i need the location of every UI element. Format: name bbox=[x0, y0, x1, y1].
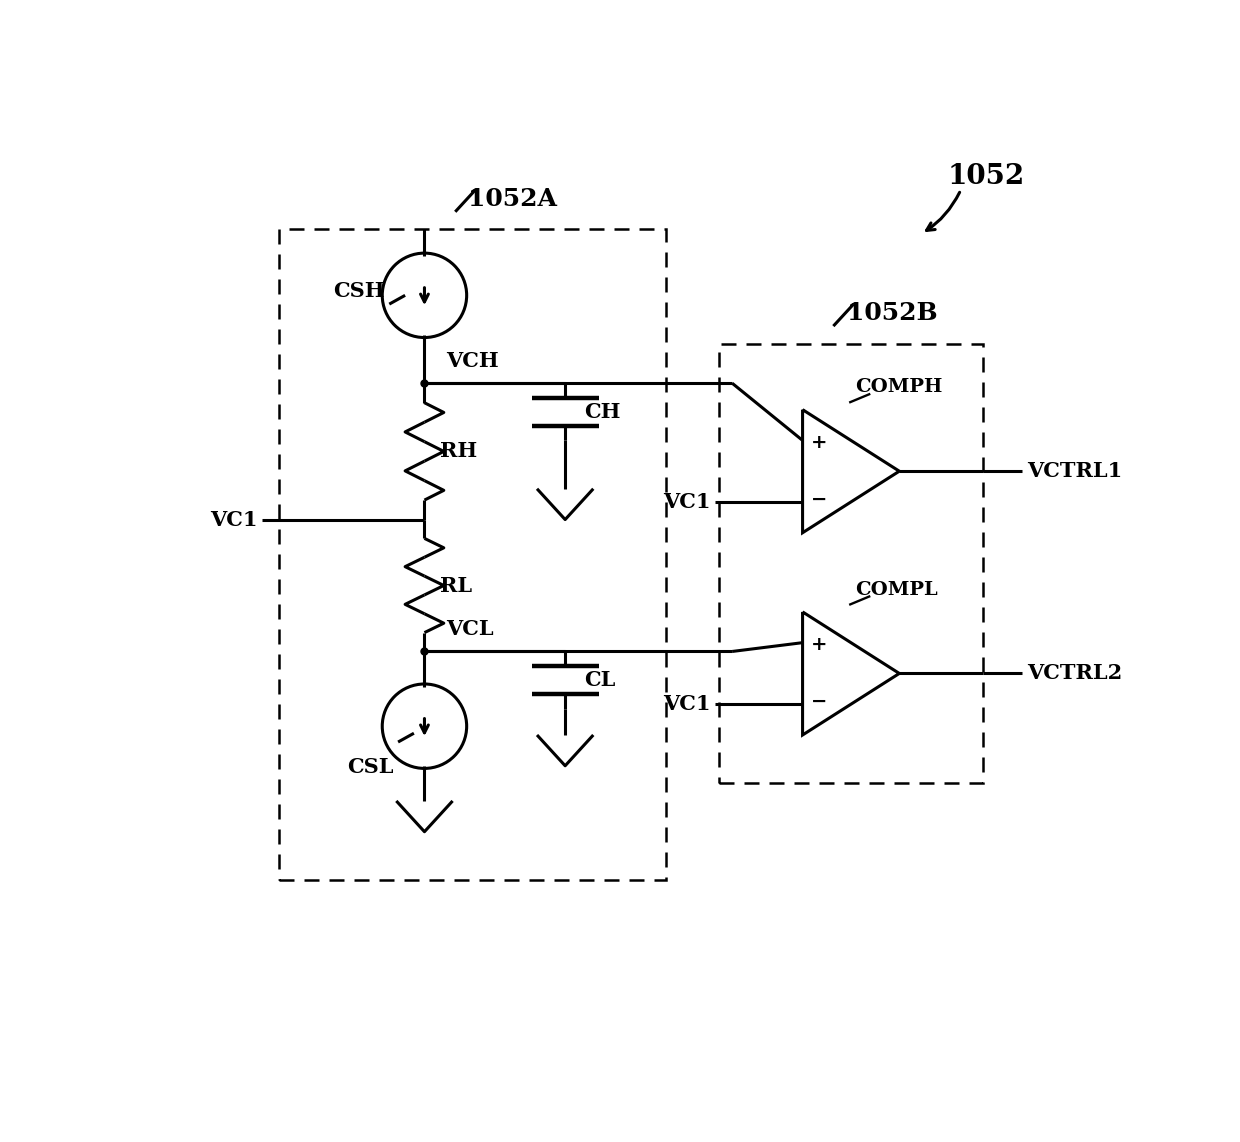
Text: CSL: CSL bbox=[347, 757, 393, 777]
Text: VC1: VC1 bbox=[210, 509, 258, 530]
Text: VCTRL1: VCTRL1 bbox=[1027, 461, 1122, 481]
Text: RL: RL bbox=[440, 576, 472, 595]
Text: +: + bbox=[811, 434, 828, 452]
Text: COMPL: COMPL bbox=[856, 580, 937, 598]
Text: RH: RH bbox=[440, 442, 477, 461]
Bar bbox=[279, 230, 666, 880]
Text: +: + bbox=[811, 636, 828, 654]
Text: CSH: CSH bbox=[334, 281, 384, 301]
Text: VCH: VCH bbox=[446, 351, 500, 371]
Text: −: − bbox=[811, 693, 828, 710]
Text: 1052B: 1052B bbox=[847, 300, 937, 325]
Text: 1052A: 1052A bbox=[469, 186, 558, 210]
Text: COMPH: COMPH bbox=[856, 378, 942, 396]
Bar bbox=[719, 344, 983, 783]
Text: CL: CL bbox=[584, 670, 616, 690]
Text: VC1: VC1 bbox=[662, 492, 711, 512]
Text: CH: CH bbox=[584, 402, 621, 421]
Text: 1052: 1052 bbox=[947, 163, 1025, 190]
Text: VC1: VC1 bbox=[662, 694, 711, 714]
Text: −: − bbox=[811, 491, 828, 508]
Text: VCL: VCL bbox=[446, 619, 494, 640]
Text: VCTRL2: VCTRL2 bbox=[1027, 664, 1122, 683]
